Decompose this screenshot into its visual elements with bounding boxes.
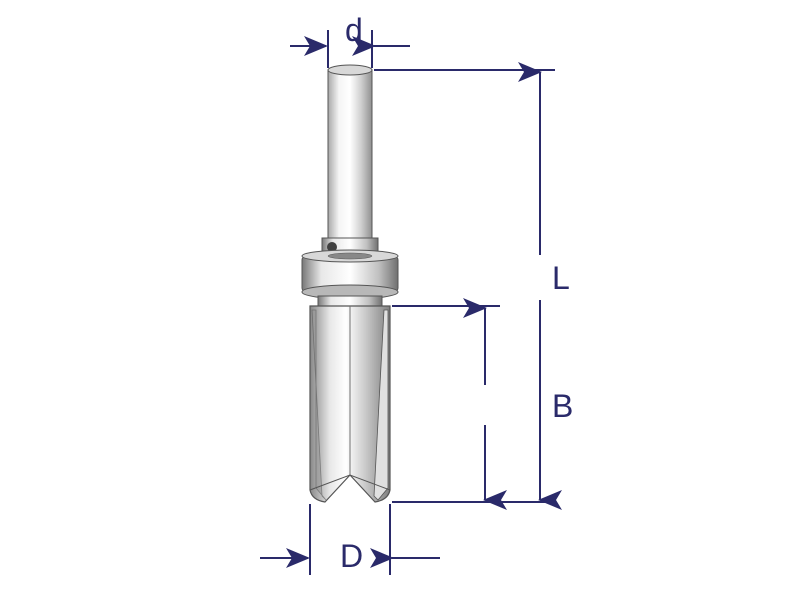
bearing [302, 250, 398, 299]
dimension-B [392, 306, 500, 502]
label-L: L [552, 260, 570, 297]
cutter-body [310, 306, 390, 502]
label-B: B [552, 388, 573, 425]
dimension-L [374, 70, 555, 502]
label-d: d [345, 12, 363, 49]
label-D: D [340, 538, 363, 575]
router-bit-diagram [0, 0, 800, 600]
shank [328, 70, 372, 250]
